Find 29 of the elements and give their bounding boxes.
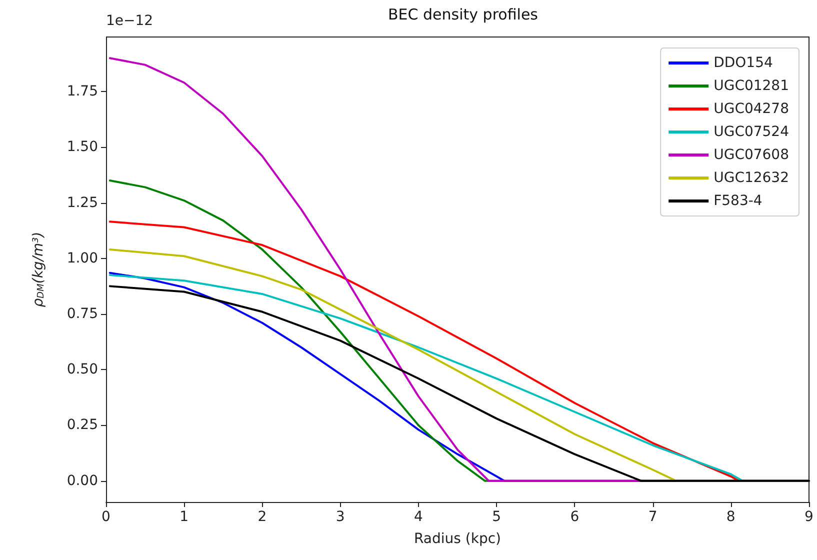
- x-tick-label: 2: [258, 509, 267, 525]
- y-tick-label: 1.25: [66, 194, 98, 211]
- x-tick-label: 5: [492, 509, 502, 525]
- x-tick-label: 3: [336, 509, 345, 525]
- legend-label: UGC07524: [714, 124, 790, 140]
- x-tick-label: 1: [180, 509, 189, 525]
- text: 1e−12: [106, 13, 154, 29]
- legend-label: F583-4: [714, 193, 762, 209]
- x-tick-label: 8: [726, 509, 736, 525]
- legend-label: UGC01281: [714, 78, 790, 94]
- x-axis-title: Radius (kpc): [414, 531, 502, 547]
- y-tick-label: 1.00: [66, 250, 98, 266]
- x-tick-label: 0: [102, 509, 110, 525]
- chart-title: BEC density profiles: [388, 6, 538, 24]
- y-tick-label: 0.50: [66, 362, 98, 378]
- x-tick-label: 6: [570, 509, 580, 525]
- x-tick-label: 9: [804, 509, 814, 525]
- y-tick-label: 0.75: [66, 306, 98, 322]
- y-tick-label: 1.50: [66, 139, 98, 156]
- y-tick-label: 0.25: [66, 417, 98, 434]
- y-tick-label: 1.75: [66, 84, 98, 100]
- legend-label: UGC12632: [714, 170, 790, 186]
- legend-label: UGC07608: [714, 147, 790, 163]
- legend-label: UGC04278: [714, 101, 790, 117]
- legend-label: DDO154: [714, 55, 773, 71]
- x-tick-label: 7: [648, 509, 658, 525]
- y-axis-title: ρDM(kg/m³): [30, 232, 46, 308]
- x-tick-label: 4: [414, 509, 423, 525]
- y-tick-label: 0.00: [66, 472, 98, 489]
